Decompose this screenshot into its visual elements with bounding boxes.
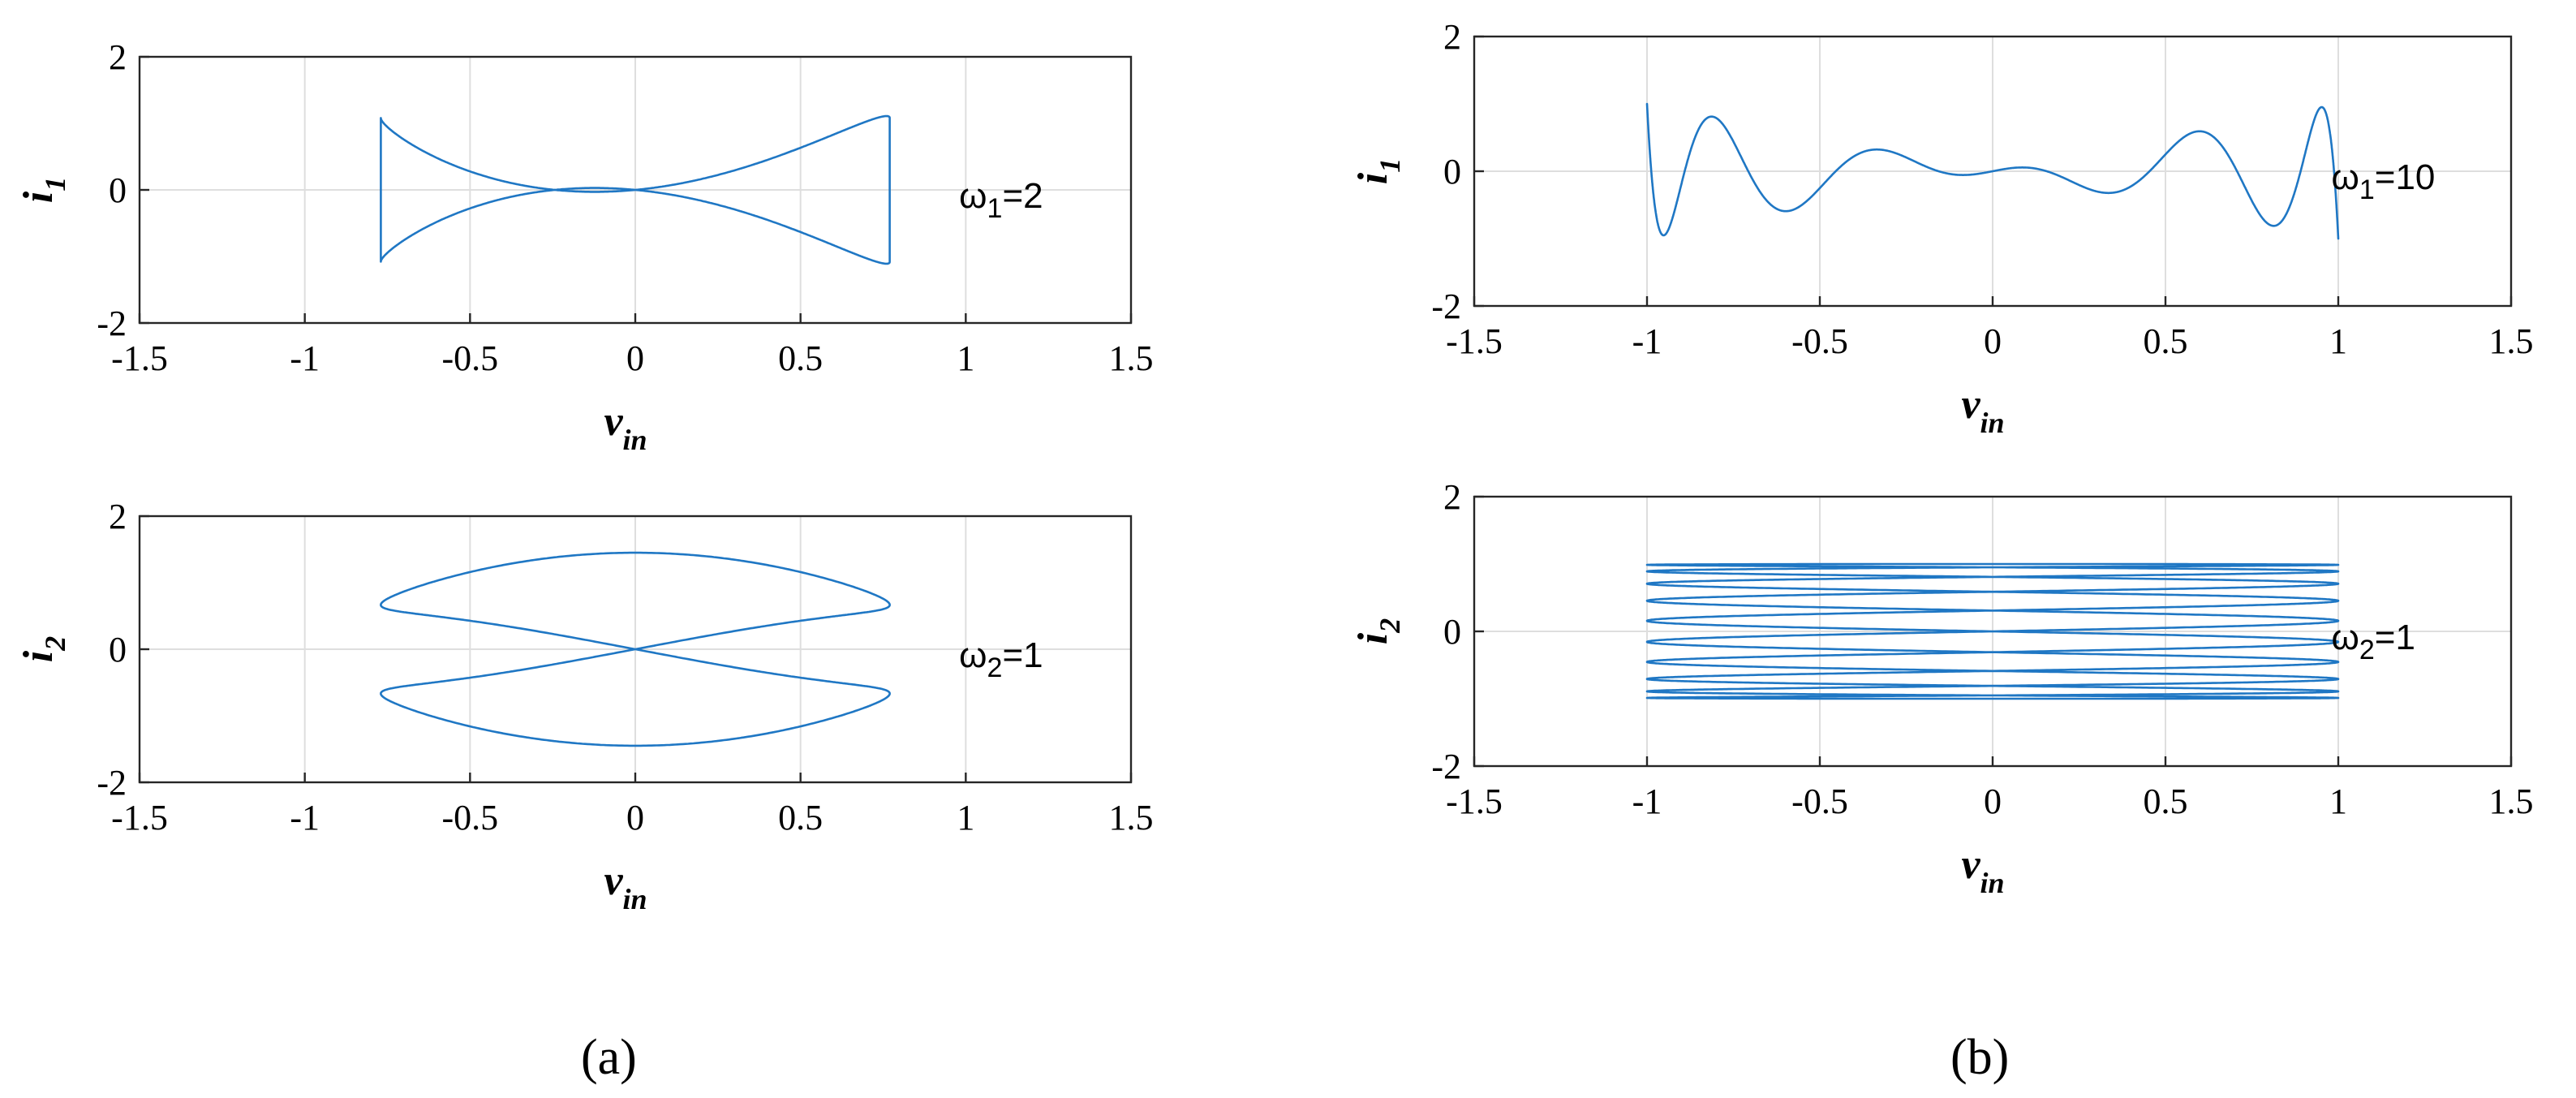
x-tick-label: -1 [1632,321,1662,361]
y-tick-label: 0 [109,630,127,670]
omega-annotation: ω1=2 [959,176,1043,224]
x-tick-label: -0.5 [1791,321,1848,361]
x-tick-label: 1 [2329,321,2347,361]
x-tick-label: 0 [1984,321,2002,361]
omega-symbol: ω [2331,157,2359,197]
x-axis-label-sub: in [1980,407,2005,439]
y-tick-label: -2 [97,304,127,343]
x-tick-label: 0 [1984,782,2002,821]
x-axis-label: vin [604,398,647,456]
y-axis-label-sub: 2 [1374,618,1406,634]
omega-subscript: 1 [2359,174,2375,205]
x-axis-label: vin [1961,381,2004,439]
y-tick-label: 2 [109,497,127,536]
y-tick-label: 2 [109,37,127,77]
x-tick-label: -1 [1632,782,1662,821]
series-line [380,551,891,747]
series-line [1645,102,2340,240]
y-axis-label-sub: 1 [1374,158,1406,173]
omega-subscript: 2 [987,652,1003,683]
y-tick-label: -2 [97,763,127,803]
y-axis-label-sub: 1 [39,177,71,192]
x-tick-label: 0.5 [2144,782,2188,821]
x-axis-label-sub: in [1980,867,2005,899]
y-axis-label: i2 [1350,618,1406,644]
panel-a-label: (a) [581,1030,637,1085]
x-tick-label: 1 [2329,782,2347,821]
x-tick-label: 1 [957,798,974,837]
panel-b-label: (b) [1950,1030,2010,1085]
x-tick-label: -1 [290,338,320,378]
omega-value: =10 [2375,157,2436,197]
x-tick-label: 0.5 [778,798,823,837]
y-tick-label: 2 [1443,17,1461,57]
x-tick-label: -1.5 [111,798,168,837]
omega-subscript: 2 [2359,635,2375,665]
omega-symbol: ω [2331,618,2359,657]
omega-subscript: 1 [987,193,1003,224]
y-axis-label: i2 [15,636,71,662]
x-tick-label: -1.5 [1446,321,1503,361]
y-tick-label: 0 [1443,152,1461,192]
omega-annotation: ω1=10 [2331,157,2435,205]
x-tick-label: 1.5 [2489,321,2534,361]
x-tick-label: 1.5 [1109,338,1154,378]
x-tick-label: 0.5 [2144,321,2188,361]
x-tick-label: -1.5 [1446,782,1503,821]
x-axis-label: vin [1961,842,2004,899]
x-axis-label-sub: in [623,883,647,915]
x-tick-label: 1 [957,338,974,378]
y-tick-label: 0 [1443,612,1461,652]
x-tick-label: 0 [626,798,644,837]
x-tick-label: 0.5 [778,338,823,378]
x-tick-label: 1.5 [2489,782,2534,821]
x-tick-label: -0.5 [442,798,499,837]
x-axis-label-sub: in [623,424,647,456]
y-tick-label: -2 [1431,747,1461,786]
x-axis-label: vin [604,858,647,915]
y-axis-label-sub: 2 [39,636,71,652]
omega-value: =2 [1002,176,1043,216]
series-line [1645,562,2340,700]
series-line [380,114,891,265]
omega-symbol: ω [959,635,987,675]
x-tick-label: -0.5 [1791,782,1848,821]
omega-annotation: ω2=1 [2331,618,2415,665]
y-tick-label: 2 [1443,477,1461,517]
y-tick-label: 0 [109,170,127,210]
omega-value: =1 [2375,618,2415,657]
y-axis-label: i1 [1350,158,1406,184]
y-tick-label: -2 [1431,286,1461,326]
omega-annotation: ω2=1 [959,635,1043,683]
x-tick-label: -1.5 [111,338,168,378]
x-tick-label: 0 [626,338,644,378]
y-axis-label: i1 [15,177,71,203]
omega-symbol: ω [959,176,987,216]
x-tick-label: -0.5 [442,338,499,378]
omega-value: =1 [1002,635,1043,675]
x-tick-label: -1 [290,798,320,837]
x-tick-label: 1.5 [1109,798,1154,837]
